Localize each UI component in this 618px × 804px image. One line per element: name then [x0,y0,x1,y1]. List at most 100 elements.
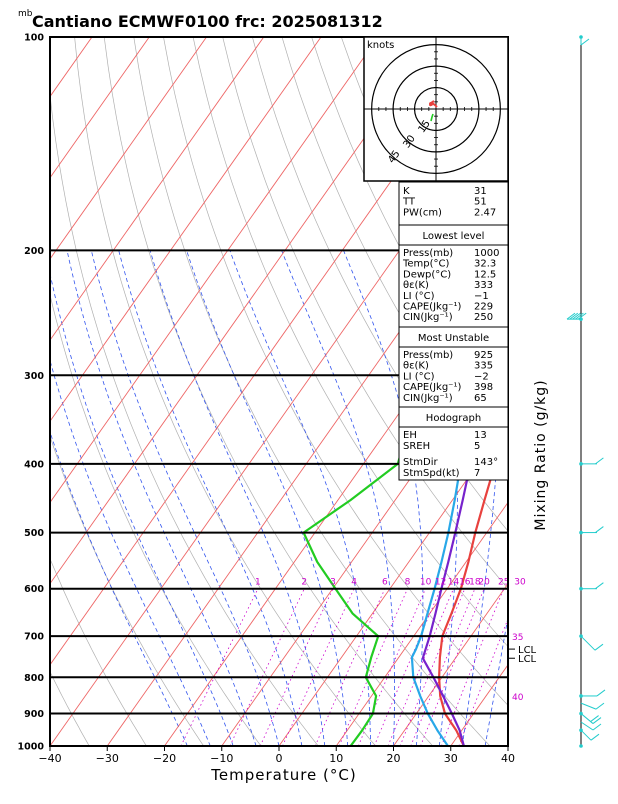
index-label: θε(K) [403,280,429,291]
wind-barbs [567,35,605,748]
wind-barb-flag [595,527,603,533]
index-section-title: Hodograph [426,413,481,424]
index-label: PW(cm) [403,207,442,218]
mixing-ratio-label: 12 [435,578,446,588]
index-label: Press(mb) [403,350,453,361]
index-value: 1000 [474,248,499,259]
wind-barb-flag [595,458,603,464]
index-label: θε(K) [403,361,429,372]
moist-adiabat [282,250,395,746]
pressure-tick-label: 300 [24,371,44,382]
index-value: 398 [474,382,493,393]
temperature-axis: −40 −30 −20 −10 0 10 20 30 40 [38,746,515,765]
mixing-ratio-line [374,589,440,746]
index-label: CIN(Jkg⁻¹) [403,312,453,323]
index-value: 143° [474,457,498,468]
index-label: StmDir [403,457,438,468]
x-axis-label: Temperature (°C) [210,766,356,784]
moist-adiabat [67,250,256,746]
background-lines [0,37,618,746]
temperature-tick-label: 0 [276,752,283,765]
dry-adiabat [549,37,618,746]
mixing-ratio-label: 2 [301,578,307,588]
pressure-unit-label: mb [18,9,33,19]
isotherm [508,37,618,746]
temperature-tick-label: 10 [329,752,343,765]
wind-barb-flag [597,690,605,696]
dry-adiabat [45,37,318,746]
index-label: LI (°C) [403,291,435,302]
temperature-tick-label: −20 [153,752,176,765]
pressure-tick-label: 500 [24,528,44,539]
dry-adiabat [75,37,376,746]
mixing-ratio-label: 1 [255,578,261,588]
index-value: 333 [474,280,493,291]
index-value: 12.5 [474,269,496,280]
index-label: Press(mb) [403,248,453,259]
wind-barb-flag [595,644,603,650]
moist-adiabat [150,250,325,746]
index-value: 925 [474,350,493,361]
dry-adiabat [15,37,261,746]
wind-level-marker [579,744,583,748]
index-section-title: Lowest level [423,231,485,242]
index-value: 7 [474,468,480,479]
pressure-tick-label: 200 [24,246,44,257]
dry-adiabat [608,37,618,746]
mixing-ratio-label: 10 [420,578,432,588]
hodograph-point [429,102,433,106]
index-value: 2.47 [474,207,496,218]
pressure-tick-label: 1000 [18,742,45,753]
wind-barb-flag [591,734,599,740]
index-label: Temp(°C) [402,259,450,270]
index-label: LI (°C) [403,371,435,382]
wind-barb-flag [593,724,601,730]
index-value: 31 [474,186,487,197]
mixing-ratio-line [230,589,304,746]
temperature-tick-label: 30 [444,752,458,765]
index-label: SREH [403,441,430,452]
index-section-title: Most Unstable [418,333,489,344]
temperature-tick-label: −40 [38,752,61,765]
pressure-tick-label: 400 [24,459,44,470]
index-label: CAPE(Jkg⁻¹) [403,302,461,313]
theta-e-label: 35 [512,633,523,643]
temperature-tick-label: 20 [387,752,401,765]
index-value: 250 [474,312,493,323]
wind-barb [581,703,596,709]
pressure-tick-label: 900 [24,709,44,720]
index-value: −1 [474,291,489,302]
index-label: StmSpd(kt) [403,468,460,479]
isotherm [0,37,149,746]
wind-barb-flag [596,703,604,709]
pressure-tick-label: 800 [24,673,44,684]
temperature-tick-label: −30 [96,752,119,765]
mixing-ratio-label: 6 [382,578,388,588]
indices-block-stability [399,182,508,225]
lcl-label: LCL [518,654,537,665]
mixing-ratio-label: 3 [330,578,336,588]
mixing-ratio-label: 14 [448,578,460,588]
pressure-tick-label: 100 [24,33,44,44]
theta-e-label: 40 [512,693,524,703]
side-axis-label: Mixing Ratio (g/kg) [533,379,549,530]
hodograph-unit: knots [367,40,394,51]
mixing-ratio-line [315,589,385,746]
isotherm [0,37,321,746]
moist-adiabat [7,250,188,746]
wind-barb-flag [595,583,603,589]
temperature-tick-label: −10 [210,752,233,765]
moist-adiabat [45,250,233,746]
index-value: 5 [474,441,480,452]
index-value: 65 [474,393,487,404]
temperature-tick-label: 40 [501,752,515,765]
isotherm [0,37,92,746]
moist-adiabat [187,250,348,746]
index-value: 32.3 [474,259,496,270]
index-label: EH [403,430,417,441]
index-label: CIN(Jkg⁻¹) [403,393,453,404]
wind-barb [581,722,593,730]
wind-barb-flag [581,39,589,45]
